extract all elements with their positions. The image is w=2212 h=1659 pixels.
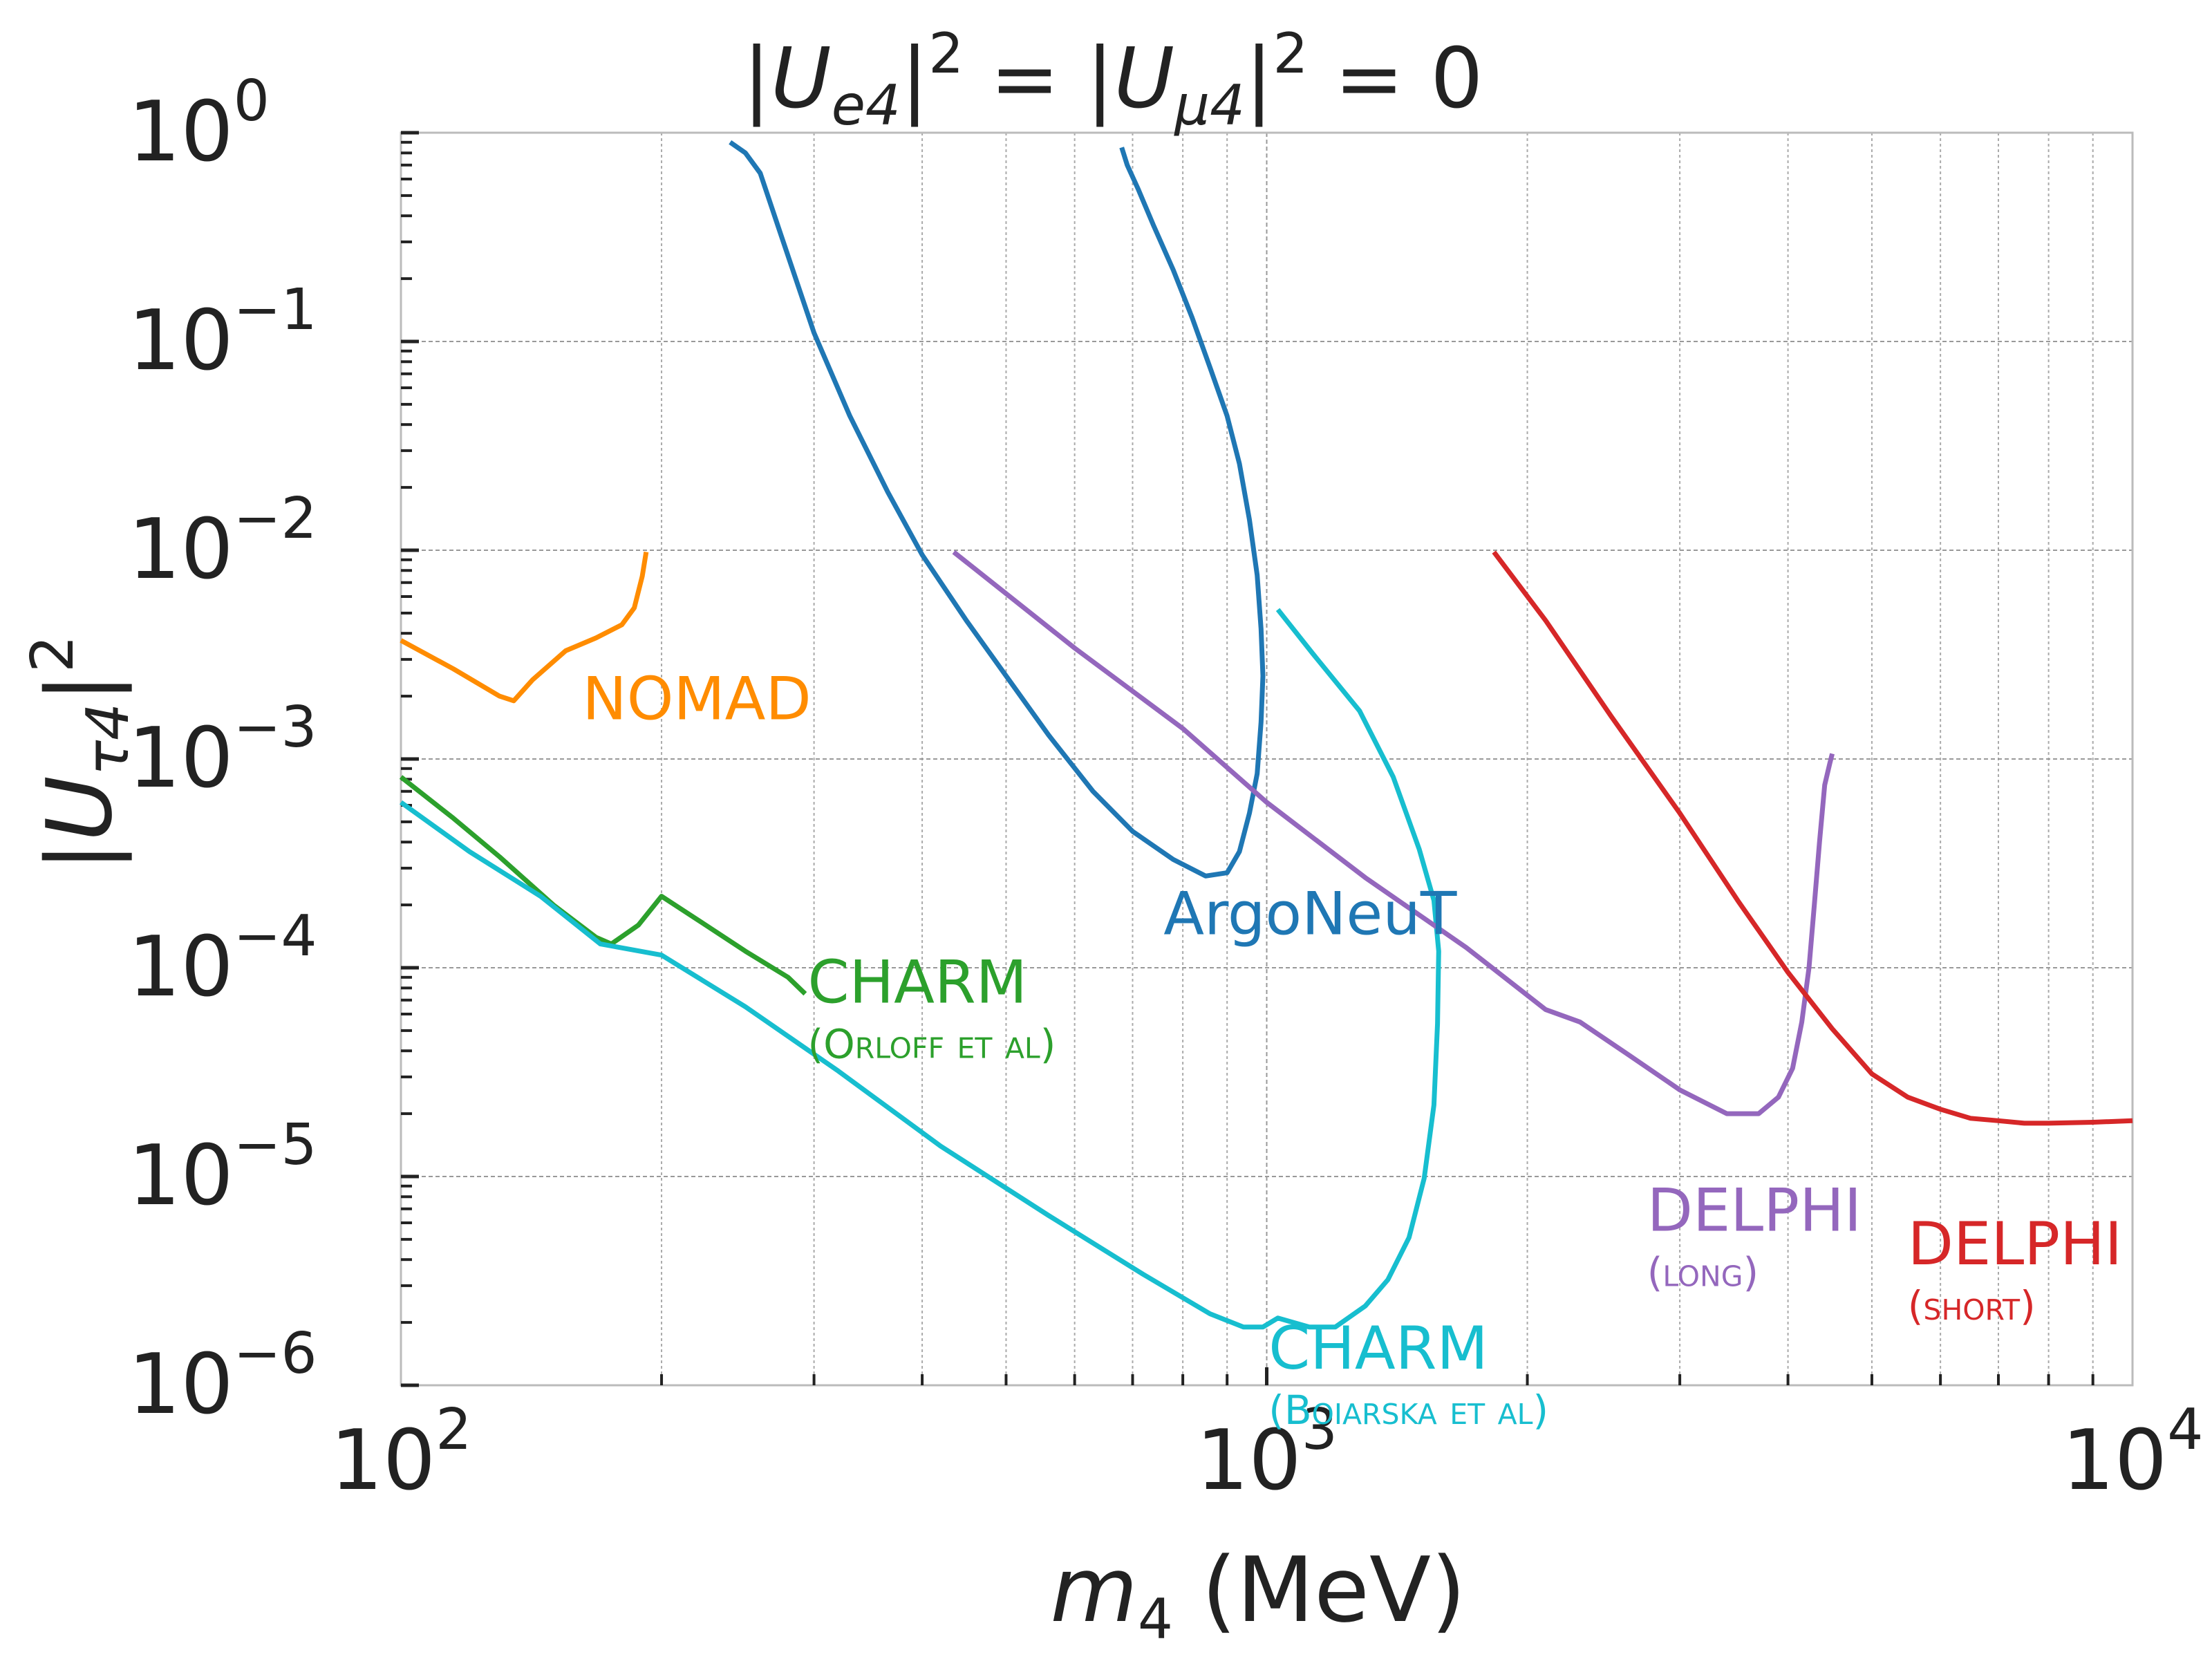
tick-base: 10 [128, 1128, 234, 1224]
tick-exponent: −6 [234, 1321, 317, 1387]
chart-title: |Ue4|2 = |Uμ4|2 = 0 [742, 21, 1483, 138]
series-label-note: (short) [1908, 1282, 2036, 1329]
x-tick-label: 103 [1196, 1397, 1338, 1509]
series-label-note: (long) [1647, 1248, 1759, 1295]
series-line-argoneut [729, 140, 1266, 879]
tick-base: 10 [128, 1337, 234, 1433]
title-sub2: μ4 [1173, 73, 1245, 138]
y-tick-label: 10−3 [128, 695, 317, 807]
title-sub1: e4 [832, 73, 901, 138]
tick-base: 10 [2062, 1413, 2168, 1509]
y-label-bar: | [27, 673, 132, 703]
x-tick-label: 102 [330, 1397, 472, 1509]
tick-exponent: 4 [2167, 1397, 2203, 1463]
y-label-sub: τ4 [74, 703, 142, 776]
series-label: DELPHI [1647, 1176, 1862, 1245]
series-label: DELPHI [1908, 1210, 2122, 1279]
tick-base: 10 [128, 502, 234, 598]
tick-exponent: −4 [234, 903, 317, 969]
y-tick-label: 10−2 [128, 486, 317, 598]
y-label-bar: | [27, 841, 132, 872]
x-axis-label: m4 (MeV) [1050, 1537, 1465, 1651]
series-line-charm [399, 775, 807, 996]
y-tick-label: 10−1 [128, 277, 317, 389]
title-u1: U [771, 31, 832, 127]
x-label-unit: (MeV) [1173, 1537, 1466, 1642]
grid [401, 133, 2133, 1385]
tick-exponent: −5 [234, 1112, 317, 1178]
series-label-note: (Orloff et al) [807, 1021, 1056, 1068]
y-tick-label: 10−5 [128, 1112, 317, 1224]
title-bar: | [901, 31, 928, 127]
y-label-u: U [27, 776, 132, 841]
series-label: NOMAD [582, 665, 811, 734]
series-label: CHARM [1268, 1314, 1488, 1383]
series-line-delphi [952, 550, 1835, 1116]
tick-exponent: 0 [234, 68, 270, 134]
title-bar: | [1245, 31, 1273, 127]
title-u2: U [1114, 31, 1174, 127]
tick-exponent: 2 [435, 1397, 471, 1463]
x-tick-label: 104 [2062, 1397, 2204, 1509]
y-tick-label: 100 [128, 68, 270, 180]
series-label: CHARM [807, 948, 1027, 1018]
tick-exponent: 3 [1302, 1397, 1338, 1463]
title-equals: = 0 [1308, 31, 1483, 127]
series-label-note: (Boiarska et al) [1268, 1387, 1548, 1434]
series-line-charm [399, 608, 1441, 1330]
series-label: ArgoNeuT [1163, 879, 1457, 948]
tick-base: 10 [128, 711, 234, 807]
tick-base: 10 [1196, 1413, 1302, 1509]
title-sup2: 2 [1273, 21, 1309, 86]
tick-exponent: −1 [234, 277, 317, 343]
tick-exponent: −2 [234, 486, 317, 552]
title-equals: = | [964, 31, 1114, 127]
x-label-m: m [1050, 1537, 1138, 1642]
title-sup1: 2 [928, 21, 964, 86]
tick-base: 10 [128, 84, 234, 180]
series-line-delphi [1492, 550, 2133, 1126]
series-line-nomad [400, 552, 649, 704]
y-axis-label: |Uτ4|2 [19, 635, 142, 872]
tick-base: 10 [128, 919, 234, 1015]
y-label-sup: 2 [19, 635, 87, 673]
tick-base: 10 [128, 293, 234, 389]
series-lines [399, 140, 2133, 1330]
tick-base: 10 [330, 1413, 436, 1509]
tick-exponent: −3 [234, 695, 317, 760]
title-bar: | [742, 31, 770, 127]
y-tick-label: 10−4 [128, 903, 317, 1015]
x-label-sub: 4 [1138, 1587, 1173, 1651]
y-tick-label: 10−6 [128, 1321, 317, 1433]
